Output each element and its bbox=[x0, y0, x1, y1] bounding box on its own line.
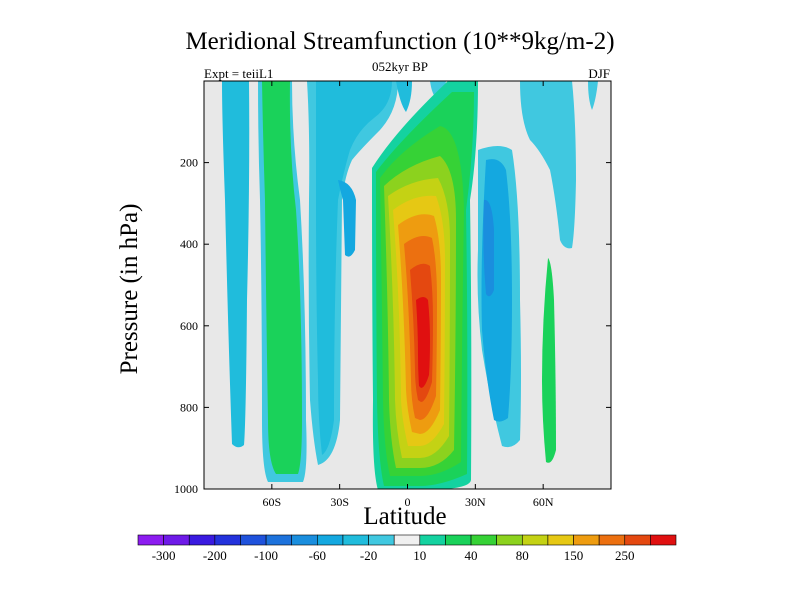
contour-nh-polar-20 bbox=[520, 81, 576, 249]
chart-subtitle: 052kyr BP bbox=[372, 59, 428, 74]
contour-nh-positive-20 bbox=[542, 258, 556, 463]
experiment-note: Expt = teiiL1 bbox=[204, 66, 274, 81]
colorbar-swatch bbox=[265, 534, 293, 546]
colorbar-label: -20 bbox=[360, 548, 377, 563]
colorbar-label: -60 bbox=[309, 548, 326, 563]
colorbar-swatch bbox=[496, 534, 523, 546]
colorbar-swatch bbox=[650, 534, 677, 546]
colorbar-swatch bbox=[368, 534, 395, 546]
x-axis-label: Latitude bbox=[363, 503, 447, 530]
colorbar-swatch bbox=[342, 534, 369, 546]
season-note: DJF bbox=[588, 66, 610, 81]
colorbar-swatch bbox=[137, 534, 164, 546]
colorbar-swatch bbox=[317, 534, 344, 546]
colorbar-swatch bbox=[547, 534, 574, 546]
colorbar-label: -200 bbox=[203, 548, 227, 563]
colorbar-label: 250 bbox=[615, 548, 635, 563]
colorbar-swatch bbox=[470, 534, 497, 546]
x-tick-label: 30N bbox=[465, 495, 486, 509]
contour-nh-polar-edge bbox=[588, 81, 598, 110]
y-tick-label: 1000 bbox=[174, 482, 198, 496]
colorbar-label: -100 bbox=[254, 548, 278, 563]
colorbar-swatch bbox=[419, 534, 446, 546]
colorbar-swatch bbox=[163, 534, 190, 546]
colorbar: -300 -200 -100 -60 -20 10 40 80 150 250 bbox=[137, 534, 677, 563]
x-tick-label: 60N bbox=[533, 495, 554, 509]
colorbar-swatch bbox=[393, 534, 421, 546]
colorbar-label: 10 bbox=[413, 548, 426, 563]
colorbar-swatch bbox=[598, 534, 626, 546]
contour-field bbox=[222, 81, 598, 489]
colorbar-label: -300 bbox=[152, 548, 176, 563]
chart-title: Meridional Streamfunction (10**9kg/m-2) bbox=[185, 28, 615, 55]
contour-sh-polar-cell-20 bbox=[222, 81, 250, 448]
x-tick-label: 60S bbox=[262, 495, 281, 509]
colorbar-swatch bbox=[291, 534, 318, 546]
colorbar-swatch bbox=[240, 534, 267, 546]
colorbar-swatch bbox=[214, 534, 241, 546]
x-tick-label: 0 bbox=[405, 495, 411, 509]
contour-nh-subtropical-60 bbox=[483, 199, 494, 297]
colorbar-label: 40 bbox=[465, 548, 478, 563]
y-tick-label: 800 bbox=[180, 400, 198, 414]
contour-sh-subtropical-core bbox=[338, 180, 356, 257]
colorbar-label: 80 bbox=[516, 548, 529, 563]
colorbar-swatch bbox=[624, 534, 651, 546]
y-tick-label: 600 bbox=[180, 319, 198, 333]
colorbar-swatch bbox=[445, 534, 472, 546]
contour-sh-subtropical-20 bbox=[316, 81, 392, 455]
contour-hadley-300 bbox=[416, 297, 430, 388]
colorbar-swatch bbox=[573, 534, 600, 546]
axis-ticks: 60S 30S 0 30N 60N 200 400 600 800 1000 bbox=[174, 81, 611, 509]
colorbar-label: 150 bbox=[564, 548, 584, 563]
colorbar-swatch bbox=[521, 534, 549, 546]
contour-sh-ferrel-40 bbox=[262, 81, 302, 474]
y-tick-label: 400 bbox=[180, 237, 198, 251]
contour-upper-pocket-1 bbox=[396, 81, 412, 112]
x-tick-label: 30S bbox=[330, 495, 349, 509]
y-tick-label: 200 bbox=[180, 156, 198, 170]
colorbar-swatch bbox=[188, 534, 216, 546]
